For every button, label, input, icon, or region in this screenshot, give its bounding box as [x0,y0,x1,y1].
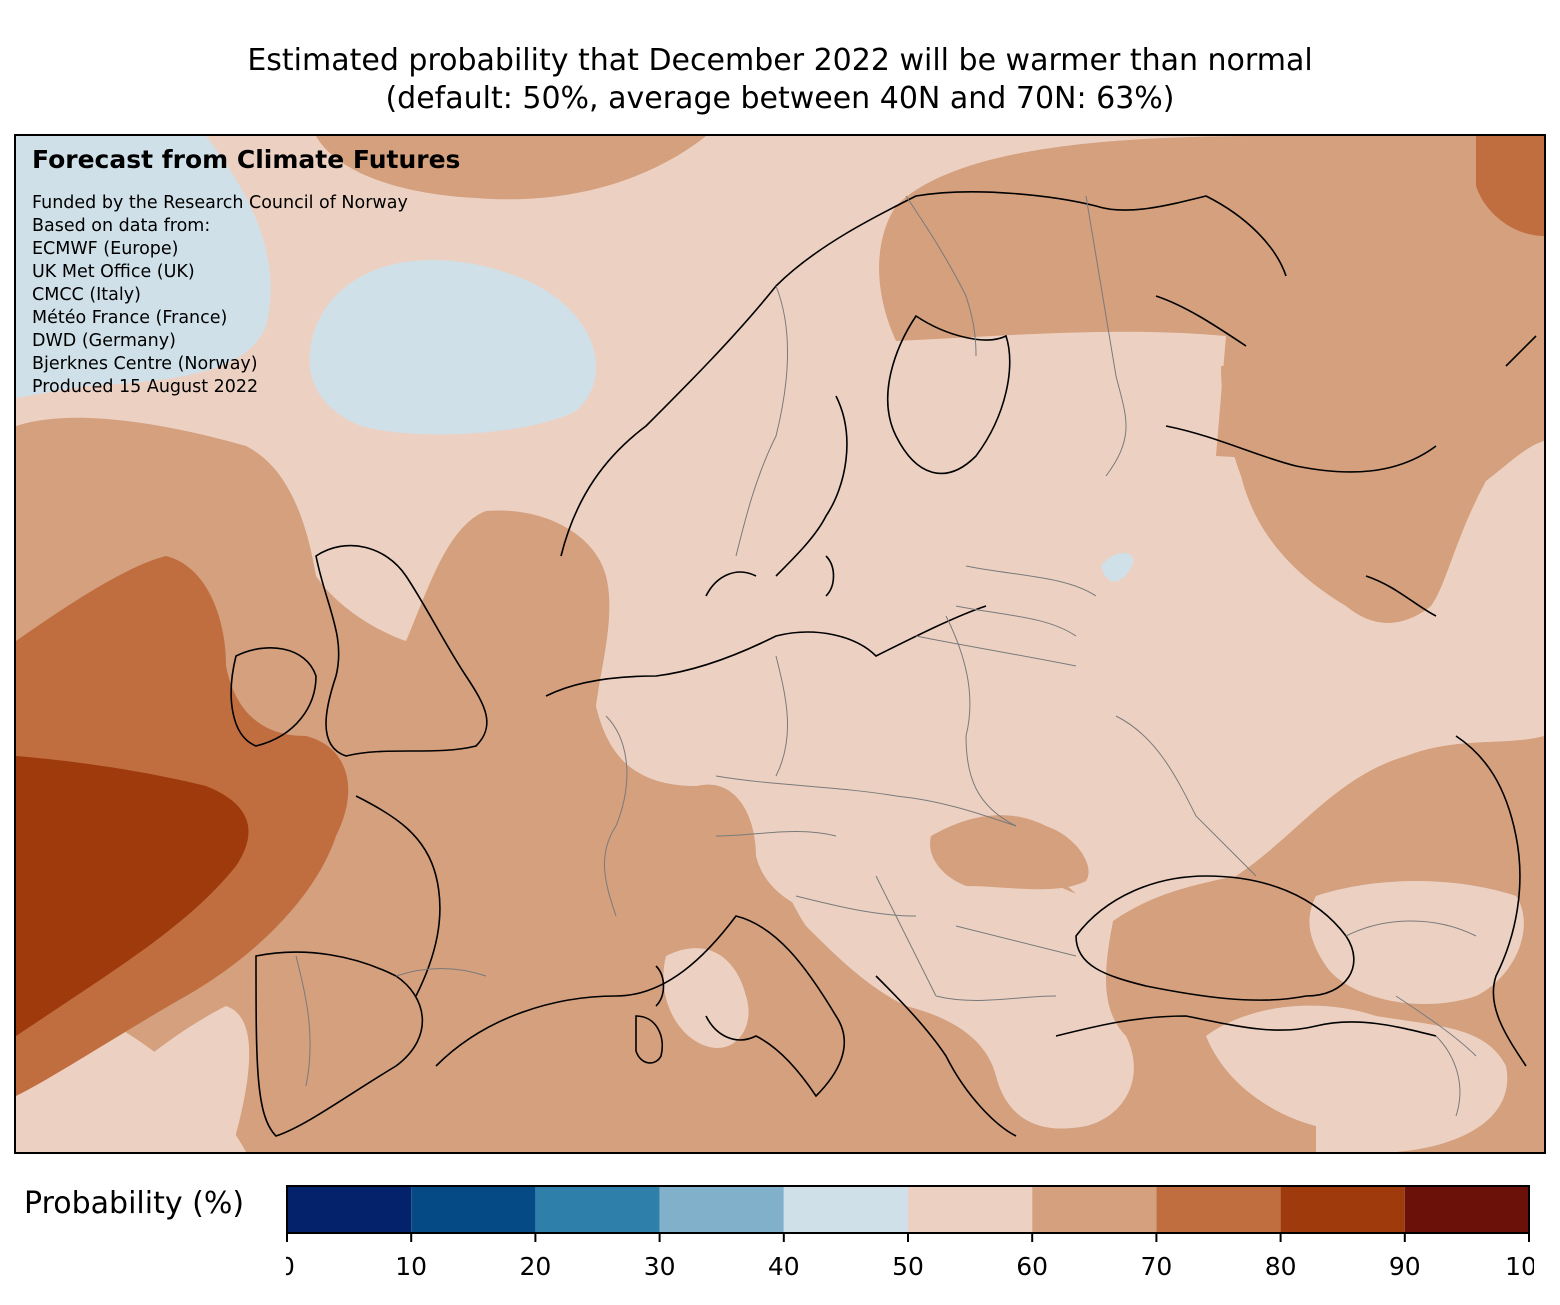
coastline-black-sea [1075,875,1355,1001]
region-60-70-portugal-coast-light [46,1006,250,1152]
colorbar-tick-label: 100 [1505,1252,1534,1281]
credits-line: Funded by the Research Council of Norway [32,193,408,213]
colorbar-bin [1156,1186,1281,1233]
map-title-line-1: Estimated probability that December 2022… [247,43,1313,78]
colorbar-tick-label: 40 [768,1252,800,1281]
colorbar-tick-label: 50 [892,1252,924,1281]
border-france-germany [603,715,628,917]
colorbar-tick-label: 90 [1389,1252,1421,1281]
colorbar-bin [1404,1186,1529,1233]
map-panel: Forecast from Climate Futures Funded by … [14,134,1546,1154]
credits-line: ECMWF (Europe) [32,239,179,259]
colorbar-label: Probability (%) [24,1186,245,1221]
border-balkans [875,875,1077,1001]
border-germany-poland [775,655,789,777]
border-caucasus [1345,920,1477,1057]
region-50-60-italy-west [663,948,749,1048]
border-finland-russia [1085,195,1127,477]
coastline-corsica-sardinia [635,965,665,1064]
colorbar-tick-label: 20 [519,1252,551,1281]
region-70-80-barents-corner [1476,136,1544,236]
credits-line: DWD (Germany) [32,331,176,351]
colorbar-tick-label: 80 [1265,1252,1297,1281]
border-baltics [915,565,1097,667]
credits-line: Bjerknes Centre (Norway) [32,354,258,374]
colorbar: 0 10 20 30 40 50 60 70 80 90 100 [286,1185,1534,1281]
colorbar-bin [908,1186,1033,1233]
colorbar-tick-label: 70 [1140,1252,1172,1281]
colorbar-tick-label: 30 [644,1252,676,1281]
colorbar-bins [287,1186,1529,1233]
colorbar-tick-label: 10 [395,1252,427,1281]
border-turkey-east [1435,1035,1461,1117]
border-norway-sweden [735,285,788,557]
region-60-70-atlantic-west [16,417,1544,1152]
coastline-scandinavia [560,191,1287,597]
region-60-70-russia-east [1221,346,1544,623]
region-60-70-north-atlantic-top [316,136,706,200]
region-50-60-romania-bump-light [930,815,1089,890]
credits-block: Forecast from Climate Futures Funded by … [32,146,460,399]
coastline-baltic-russia-north [1155,295,1537,617]
region-50-60-caucasus-east [1309,881,1524,1005]
region-40-50-iceland-west [16,136,271,398]
border-sweden-finland [905,195,977,357]
coastline-gotland [825,555,835,597]
colorbar-bin [535,1186,660,1233]
credits-line: Based on data from: [32,216,211,236]
region-40-50-norwegian-sea [309,260,596,435]
border-central-europe [715,775,1017,917]
coastline-mediterranean [435,915,1437,1137]
colorbar-tick-label: 0 [286,1252,295,1281]
region-40-50-latvia-spot [1101,553,1134,582]
border-ukraine-russia [1115,715,1257,877]
coastline-british-isles [230,544,488,757]
region-80-90-atlantic-core [16,756,249,1036]
colorbar-ticks: 0 10 20 30 40 50 60 70 80 90 100 [286,1233,1534,1281]
colorbar-bin [1280,1186,1405,1233]
probability-map [16,136,1544,1152]
country-borders [295,195,1477,1117]
credits-headline: Forecast from Climate Futures [32,145,461,174]
coastline-caspian [1455,735,1527,1067]
coastline-western-europe [255,605,987,1137]
region-50-60-balkans [775,826,1134,1129]
colorbar-bin [411,1186,536,1233]
map-title-line-2: (default: 50%, average between 40N and 7… [385,81,1175,116]
colorbar-bin [1032,1186,1157,1233]
coastlines [230,191,1537,1137]
border-pyrenees [395,968,487,977]
border-spain-portugal [295,955,311,1087]
colorbar-bin [783,1186,908,1233]
colorbar-tick-label: 60 [1016,1252,1048,1281]
region-50-60-turkey [1206,1005,1508,1152]
colorbar-bin [659,1186,784,1233]
credits-line: CMCC (Italy) [32,285,141,305]
credits-line: UK Met Office (UK) [32,262,195,282]
border-poland-belarus-ukraine [945,615,1017,827]
credits-line: Météo France (France) [32,308,228,328]
colorbar-bin [287,1186,412,1233]
credits-line: Produced 15 August 2022 [32,377,259,397]
